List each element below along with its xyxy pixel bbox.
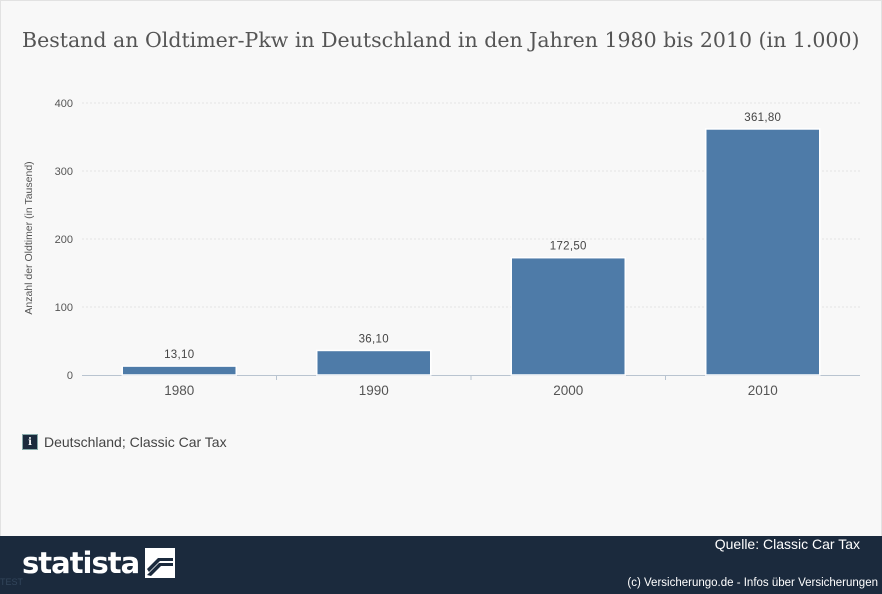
copyright-link[interactable]: (c) Versicherungo.de - Infos über Versic… — [627, 577, 878, 589]
data-label-2000: 172,50 — [550, 241, 587, 253]
x-tick-label: 1980 — [164, 383, 194, 398]
data-label-1990: 36,10 — [359, 333, 389, 345]
y-tick-label: 200 — [55, 234, 73, 246]
brand-text: statista — [22, 546, 140, 580]
chart-title: Bestand an Oldtimer-Pkw in Deutschland i… — [22, 28, 860, 52]
bar-chart: 0 100 200 300 400 13,10 36,10 172,50 361,80 198… — [23, 98, 860, 398]
data-label-1980: 13,10 — [164, 349, 194, 361]
watermark: TEST — [0, 577, 24, 587]
data-label-2010: 361,80 — [744, 112, 781, 124]
x-tick-label: 2000 — [553, 383, 583, 398]
x-tick-label: 1990 — [359, 383, 389, 398]
bar-1990[interactable] — [316, 349, 432, 376]
info-note: i Deutschland; Classic Car Tax — [22, 434, 227, 450]
bar-1980[interactable] — [121, 365, 237, 376]
statista-mark-icon — [145, 548, 176, 578]
bar-2000[interactable] — [510, 256, 626, 376]
source-label: Quelle: Classic Car Tax — [714, 536, 860, 552]
bar-2010[interactable] — [705, 128, 821, 376]
footer: statista Quelle: Classic Car Tax (c) Ver… — [0, 536, 882, 594]
y-tick-label: 300 — [55, 166, 73, 178]
statista-logo[interactable]: statista — [22, 546, 176, 580]
info-icon[interactable]: i — [22, 434, 38, 450]
y-tick-label: 0 — [67, 370, 73, 382]
x-tick-label: 2010 — [748, 383, 778, 398]
y-tick-label: 400 — [55, 98, 73, 110]
y-axis-title: Anzahl der Oldtimer (in Tausend) — [23, 161, 35, 314]
info-text: Deutschland; Classic Car Tax — [44, 434, 227, 450]
y-tick-label: 100 — [55, 302, 73, 314]
